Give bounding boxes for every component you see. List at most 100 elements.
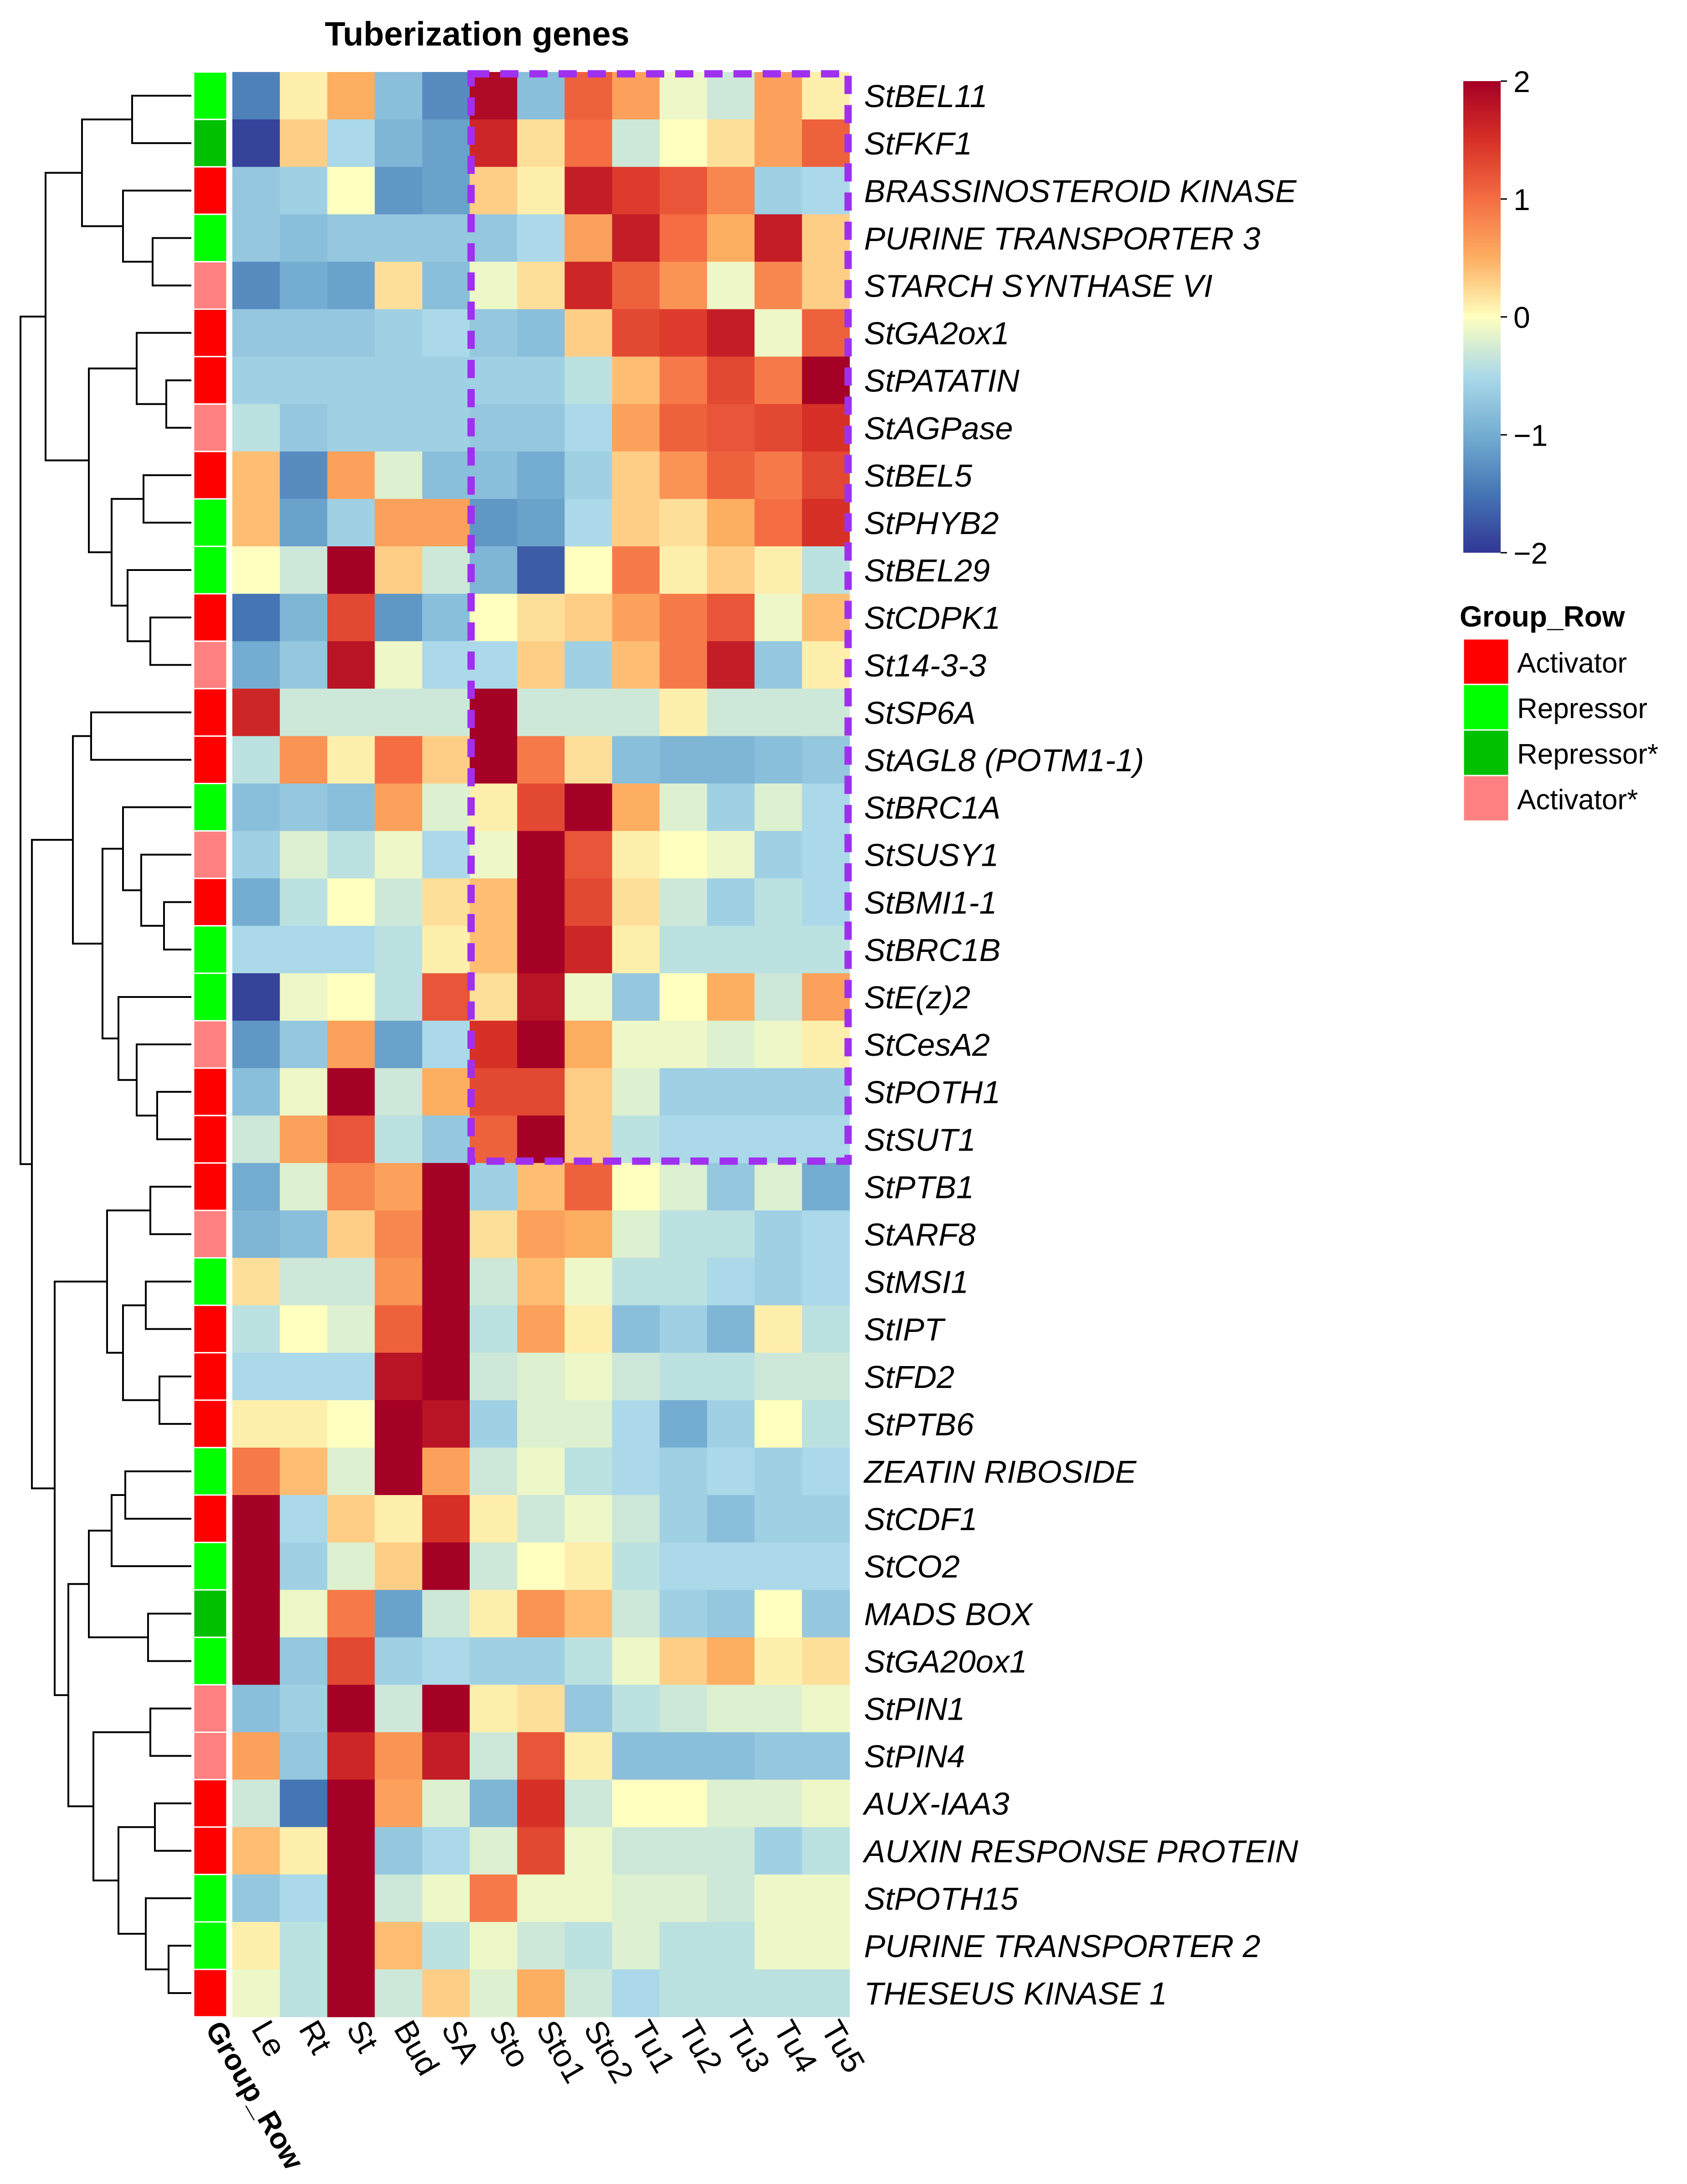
heatmap-cell <box>422 167 470 215</box>
heatmap-cell <box>280 1352 328 1401</box>
heatmap-cell <box>612 1827 660 1875</box>
heatmap-cell <box>422 214 470 262</box>
heatmap-cell <box>802 214 850 262</box>
heatmap-cell <box>327 1637 375 1686</box>
heatmap-cell <box>280 1163 328 1211</box>
heatmap-cell <box>802 1922 850 1970</box>
dendrogram-branch <box>90 711 191 761</box>
heatmap-cell <box>422 1210 470 1259</box>
legend-title: Group_Row <box>1460 600 1625 633</box>
heatmap-cell <box>612 594 660 642</box>
heatmap-cell <box>754 72 803 120</box>
group-annotation-cell <box>193 498 228 547</box>
heatmap-cell <box>564 1827 613 1875</box>
heatmap-cell <box>659 973 708 1021</box>
heatmap-cell <box>470 309 518 357</box>
heatmap-cell <box>470 878 518 926</box>
heatmap-cell <box>564 1352 613 1401</box>
group-annotation-cell <box>193 1352 228 1401</box>
heatmap-cell <box>374 1590 423 1638</box>
heatmap-cell <box>517 1922 565 1970</box>
heatmap-cell <box>470 1732 518 1780</box>
heatmap-cell <box>564 689 613 737</box>
heatmap-cell <box>517 1210 565 1259</box>
column-label: Sto <box>482 2014 537 2074</box>
heatmap-cell <box>612 1590 660 1638</box>
heatmap-cell <box>659 72 708 120</box>
heatmap-cell <box>754 973 803 1021</box>
heatmap-cell <box>754 1447 803 1495</box>
heatmap-cell <box>612 1874 660 1922</box>
heatmap-cell <box>232 925 280 974</box>
group-annotation-cell <box>193 830 228 879</box>
row-label: StPOTH15 <box>864 1881 1019 1917</box>
heatmap-cell <box>232 1732 280 1780</box>
heatmap-cell <box>374 1258 423 1306</box>
group-annotation-cell <box>193 640 228 689</box>
heatmap-cell <box>327 1021 375 1069</box>
dendrogram-branch <box>31 839 73 1490</box>
heatmap-cell <box>280 689 328 737</box>
heatmap-cell <box>612 641 660 689</box>
heatmap-cell <box>754 1827 803 1875</box>
row-label: StBRC1B <box>864 932 1001 968</box>
heatmap-cell <box>374 1779 423 1828</box>
heatmap-cell <box>517 1590 565 1638</box>
heatmap-cell <box>232 72 280 120</box>
group-annotation-cell <box>193 1921 228 1970</box>
heatmap-cell <box>659 498 708 547</box>
heatmap-cell <box>422 119 470 167</box>
heatmap-cell <box>707 641 755 689</box>
heatmap-cell <box>280 1210 328 1259</box>
heatmap-cell <box>327 1922 375 1970</box>
heatmap-cell <box>374 498 423 547</box>
dendrogram-branch <box>118 1826 155 1935</box>
heatmap-cell <box>422 1258 470 1306</box>
group-annotation-cell <box>193 1162 228 1211</box>
heatmap-cell <box>280 1637 328 1686</box>
heatmap-cell <box>612 404 660 452</box>
heatmap-cell <box>517 1447 565 1495</box>
heatmap-cell <box>659 309 708 357</box>
heatmap-cell <box>707 167 755 215</box>
heatmap-cell <box>802 594 850 642</box>
heatmap-cell <box>612 1115 660 1164</box>
heatmap-cell <box>232 167 280 215</box>
heatmap-cell <box>327 973 375 1021</box>
heatmap-cell <box>754 119 803 167</box>
dendrogram-branch <box>145 1280 191 1330</box>
heatmap-cell <box>612 878 660 926</box>
heatmap-cell <box>707 878 755 926</box>
heatmap-cell <box>232 689 280 737</box>
heatmap-cell <box>707 1874 755 1922</box>
heatmap-cell <box>374 1922 423 1970</box>
dendrogram-branch <box>102 848 123 1040</box>
heatmap-cell <box>327 1115 375 1164</box>
heatmap-cell <box>707 1210 755 1259</box>
legend-swatch <box>1462 683 1510 731</box>
dendrogram-branch <box>168 1944 191 1994</box>
dendrogram-branch <box>143 474 191 524</box>
legend-swatch <box>1462 638 1510 685</box>
heatmap-cell <box>470 1400 518 1448</box>
dendrogram-branch <box>156 1091 191 1141</box>
heatmap-cell <box>327 831 375 879</box>
heatmap-cell <box>470 1021 518 1069</box>
heatmap-cell <box>280 1115 328 1164</box>
column-label: Tu4 <box>767 2014 825 2079</box>
heatmap-cell <box>232 1400 280 1448</box>
row-label: StSUSY1 <box>864 838 999 873</box>
heatmap-cell <box>327 72 375 120</box>
column-label: Tu5 <box>815 2014 872 2079</box>
heatmap-cell <box>374 72 423 120</box>
heatmap-cell <box>422 783 470 832</box>
row-label: StSUT1 <box>864 1122 976 1157</box>
heatmap-cell <box>232 498 280 547</box>
heatmap-cell <box>754 309 803 357</box>
heatmap-cell <box>327 1685 375 1733</box>
heatmap-cell <box>754 451 803 499</box>
heatmap-cell <box>517 1495 565 1543</box>
group-annotation-cell <box>193 1636 228 1686</box>
heatmap-cell <box>707 973 755 1021</box>
heatmap-cell <box>327 783 375 832</box>
